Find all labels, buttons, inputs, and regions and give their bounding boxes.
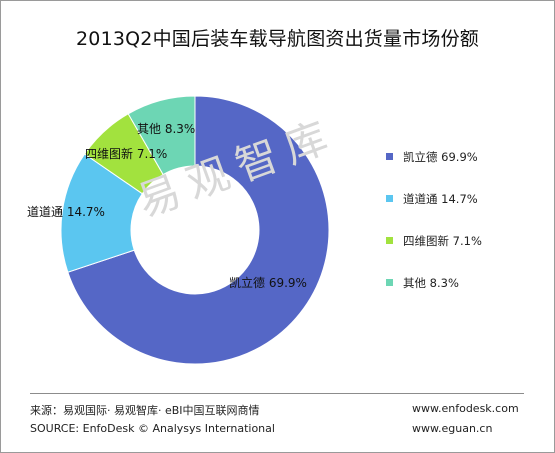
legend-label: 凯立德 69.9% xyxy=(403,150,478,164)
donut-slice-kailide xyxy=(67,95,330,365)
chart-title: 2013Q2中国后装车载导航图资出货量市场份额 xyxy=(76,28,479,50)
source-cn: 来源：易观国际· 易观智库· eBI中国互联网商情 xyxy=(30,404,260,417)
source-divider xyxy=(30,393,524,394)
legend-swatch xyxy=(386,279,393,286)
legend-label: 四维图新 7.1% xyxy=(403,234,482,248)
legend-swatch xyxy=(386,195,393,202)
legend-label: 其他 8.3% xyxy=(403,276,459,290)
legend-swatch xyxy=(386,237,393,244)
slice-label-daodaotong: 道道通 14.7% xyxy=(27,205,105,219)
source-url-eguan[interactable]: www.eguan.cn xyxy=(412,422,493,435)
slice-label-siweituxin: 四维图新 7.1% xyxy=(85,146,167,161)
legend-swatch xyxy=(386,153,393,160)
source-en: SOURCE: EnfoDesk © Analysys Internationa… xyxy=(30,422,275,435)
source-url-enfodesk[interactable]: www.enfodesk.com xyxy=(412,402,519,415)
donut-slice-other xyxy=(127,95,196,176)
legend-label: 道道通 14.7% xyxy=(403,192,478,206)
slice-label-kailide: 凯立德 69.9% xyxy=(229,275,307,290)
slice-label-other: 其他 8.3% xyxy=(137,122,195,136)
